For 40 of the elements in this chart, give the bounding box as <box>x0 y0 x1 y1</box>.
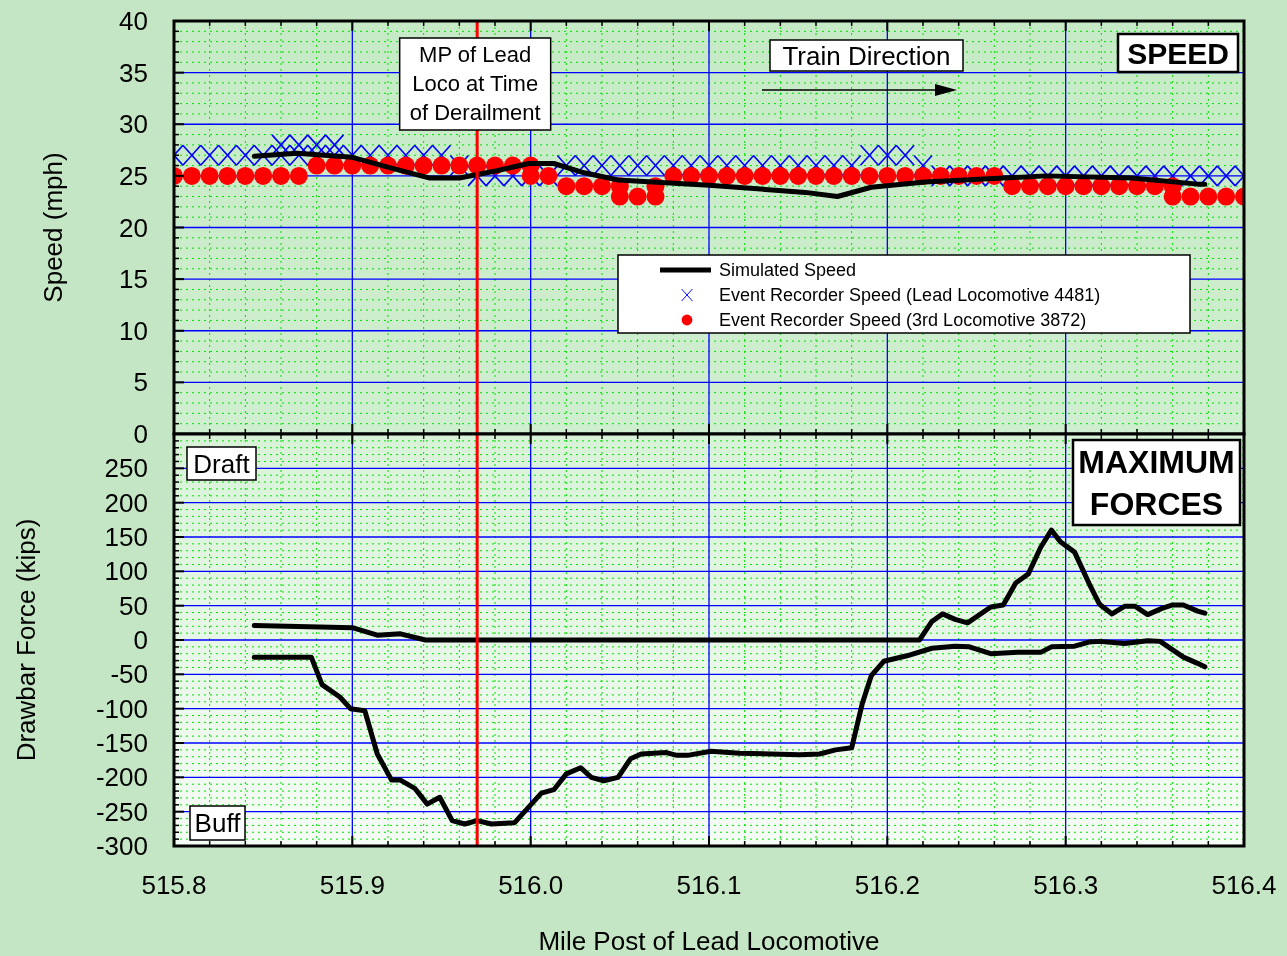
x-axis-title: Mile Post of Lead Locomotive <box>538 926 880 956</box>
x-tick-label: 516.2 <box>854 870 920 900</box>
annotation: Draft <box>193 448 251 479</box>
y-tick-label: -50 <box>110 659 148 690</box>
y-tick-label: 25 <box>119 160 148 191</box>
y-tick-label: -100 <box>95 693 148 724</box>
annotation: Train Direction <box>782 40 951 71</box>
annotation: MAXIMUM FORCES <box>1078 444 1235 522</box>
y-tick-label: 100 <box>104 556 148 587</box>
annotation: SPEED <box>1127 36 1229 70</box>
y-tick-label: 40 <box>119 6 148 36</box>
y-tick-label: -200 <box>95 762 148 793</box>
ref-line-label: MP of Lead Loco at Time of Derailment <box>409 42 541 125</box>
y-tick-label: 15 <box>119 264 148 295</box>
x-tick-label: 516.3 <box>1033 870 1099 900</box>
y-tick-label: -300 <box>95 831 148 861</box>
y-tick-label: -150 <box>95 728 148 758</box>
y-tick-label: 50 <box>119 590 148 621</box>
y-tick-label: 20 <box>119 212 148 243</box>
x-tick-label: 516.1 <box>676 870 742 900</box>
y-tick-label: 150 <box>104 522 148 552</box>
x-tick-label: 516.0 <box>498 870 564 900</box>
legend-label: Simulated Speed <box>719 260 857 280</box>
x-tick-label: 516.4 <box>1211 870 1277 900</box>
y-tick-label: 35 <box>119 57 148 88</box>
x-tick-label: 515.8 <box>141 870 207 900</box>
y-tick-label: 0 <box>133 419 148 449</box>
x-tick-label: 515.9 <box>319 870 385 900</box>
legend-label: Event Recorder Speed (3rd Locomotive 3872) <box>719 310 1087 330</box>
y-tick-label: 200 <box>104 487 148 518</box>
y-tick-label: 10 <box>119 315 148 346</box>
y-tick-label: -250 <box>95 796 148 827</box>
annotation: Buff <box>194 808 242 839</box>
y-axis-title: Drawbar Force (kips) <box>11 518 41 762</box>
y-tick-label: 0 <box>133 625 148 655</box>
legend-label: Event Recorder Speed (Lead Locomotive 4481) <box>719 285 1101 305</box>
y-tick-label: 30 <box>119 109 148 140</box>
y-tick-label: 5 <box>133 367 148 398</box>
y-axis-title: Speed (mph) <box>38 152 68 303</box>
y-tick-label: 250 <box>104 453 148 484</box>
